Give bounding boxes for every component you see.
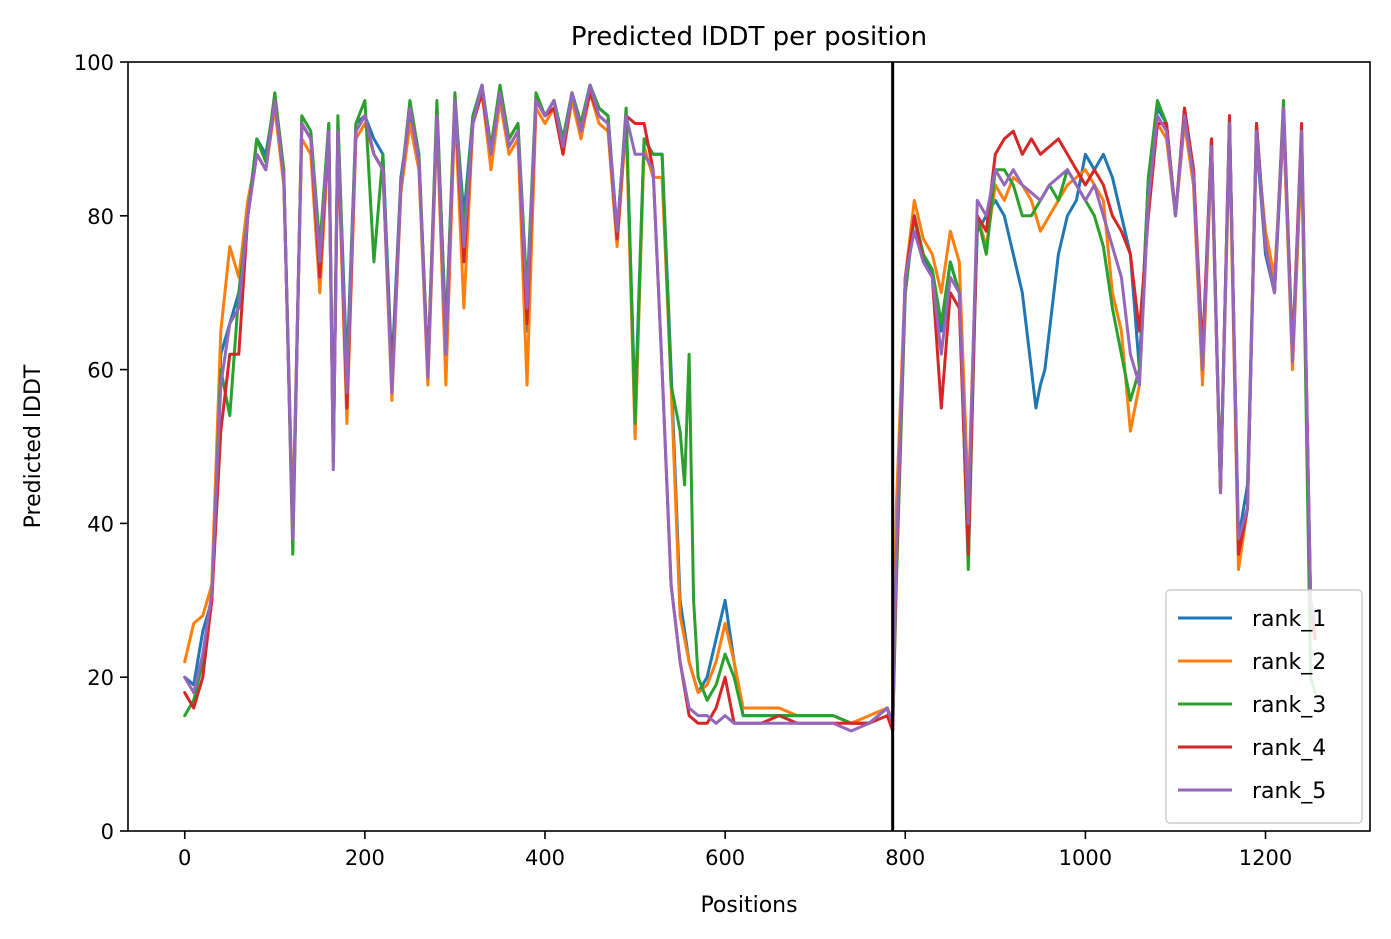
ticks-layer: 0 200 400 600 800 1000 1200 0 20 40 60 80 100 (74, 51, 1292, 870)
y-tick-label: 20 (87, 666, 114, 690)
legend-label: rank_3 (1252, 693, 1326, 718)
y-tick-label: 80 (87, 205, 114, 229)
x-tick-label: 800 (885, 846, 925, 870)
y-tick-label: 100 (74, 51, 114, 75)
y-tick-label: 40 (87, 512, 114, 536)
series-layer (183, 62, 1317, 831)
y-axis-label: Predicted lDDT (21, 364, 46, 528)
legend: rank_1 rank_2 rank_3 rank_4 rank_5 (1165, 589, 1363, 824)
legend-label: rank_5 (1252, 779, 1326, 804)
legend-label: rank_4 (1252, 736, 1326, 761)
series-line-rank-5 (183, 83, 1317, 733)
legend-box (1165, 589, 1363, 824)
x-tick-label: 400 (525, 846, 565, 870)
y-tick-label: 0 (101, 820, 114, 844)
x-tick-label: 0 (178, 846, 191, 870)
x-tick-label: 1200 (1239, 846, 1292, 870)
y-tick-label: 60 (87, 359, 114, 383)
chart-title: Predicted lDDT per position (571, 22, 927, 52)
x-tick-label: 200 (345, 846, 385, 870)
x-tick-label: 600 (705, 846, 745, 870)
legend-label: rank_1 (1252, 607, 1326, 632)
x-tick-label: 1000 (1059, 846, 1112, 870)
plot-area-frame (127, 61, 1371, 832)
x-axis-label: Positions (700, 893, 797, 918)
legend-label: rank_2 (1252, 650, 1326, 675)
series-line-rank-1 (183, 83, 1317, 725)
